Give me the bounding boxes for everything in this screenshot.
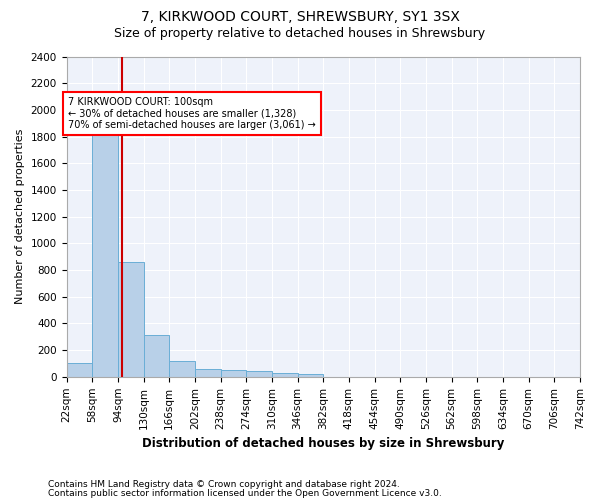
Text: 7 KIRKWOOD COURT: 100sqm
← 30% of detached houses are smaller (1,328)
70% of sem: 7 KIRKWOOD COURT: 100sqm ← 30% of detach… bbox=[68, 96, 316, 130]
Bar bbox=[221, 370, 246, 377]
X-axis label: Distribution of detached houses by size in Shrewsbury: Distribution of detached houses by size … bbox=[142, 437, 505, 450]
Bar bbox=[92, 123, 118, 377]
Text: Contains public sector information licensed under the Open Government Licence v3: Contains public sector information licen… bbox=[48, 488, 442, 498]
Bar bbox=[298, 374, 323, 377]
Y-axis label: Number of detached properties: Number of detached properties bbox=[15, 129, 25, 304]
Bar bbox=[169, 362, 195, 377]
Bar bbox=[67, 364, 92, 377]
Bar bbox=[272, 374, 298, 377]
Bar bbox=[246, 372, 272, 377]
Text: Contains HM Land Registry data © Crown copyright and database right 2024.: Contains HM Land Registry data © Crown c… bbox=[48, 480, 400, 489]
Text: 7, KIRKWOOD COURT, SHREWSBURY, SY1 3SX: 7, KIRKWOOD COURT, SHREWSBURY, SY1 3SX bbox=[140, 10, 460, 24]
Bar bbox=[143, 335, 169, 377]
Text: Size of property relative to detached houses in Shrewsbury: Size of property relative to detached ho… bbox=[115, 28, 485, 40]
Bar bbox=[195, 369, 221, 377]
Bar bbox=[118, 262, 143, 377]
